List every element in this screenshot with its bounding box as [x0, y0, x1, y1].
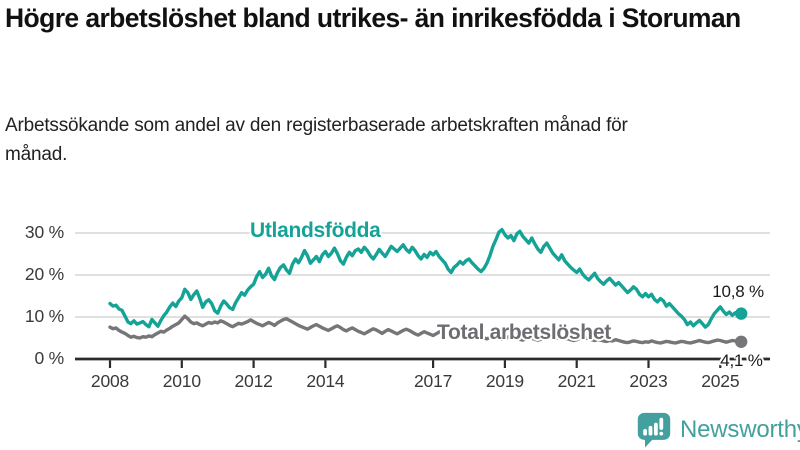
y-tick-label: 10 %: [24, 306, 64, 326]
x-tick-label: 2019: [485, 371, 524, 391]
x-tick-label: 2014: [306, 371, 345, 391]
x-tick-label: 2012: [234, 371, 273, 391]
x-tick-label: 2010: [162, 371, 201, 391]
value-label-utlandsfodda: 10,8 %: [712, 281, 764, 301]
x-tick-label: 2021: [557, 371, 596, 391]
exclamation-dot: [659, 431, 664, 436]
exclamation-bar: [659, 417, 664, 430]
x-tick-label: 2017: [414, 371, 453, 391]
value-label-total-arbetsloshet: 4,1 %: [720, 350, 763, 370]
y-tick-label: 0 %: [34, 348, 64, 368]
series-label-total-arbetsloshet: Total arbetslöshet: [437, 321, 611, 344]
y-tick-label: 20 %: [24, 264, 64, 284]
series-label-utlandsfodda: Utlandsfödda: [250, 219, 381, 242]
y-tick-label: 30 %: [24, 222, 64, 242]
x-tick-label: 2023: [629, 371, 668, 391]
newsworthy-logo: Newsworthy: [636, 411, 800, 448]
chart-subtitle: Arbetssökande som andel av den registerb…: [5, 115, 628, 165]
chart-title: Högre arbetslöshet bland utrikes- än inr…: [5, 3, 741, 33]
newsworthy-bubble-chart-icon: [637, 412, 671, 448]
x-tick-label: 2025: [701, 371, 740, 391]
newsworthy-wordmark: Newsworthy: [680, 415, 800, 443]
x-tick-label: 2008: [90, 371, 130, 391]
bar-chart-glyph: [643, 417, 664, 436]
